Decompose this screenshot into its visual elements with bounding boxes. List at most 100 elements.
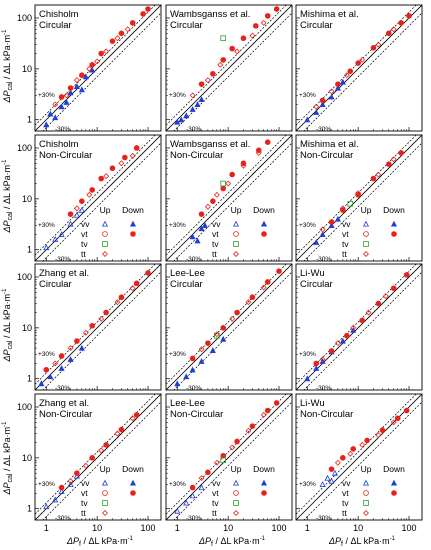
data-point — [129, 20, 136, 26]
data-point — [210, 70, 216, 77]
data-point — [232, 479, 240, 486]
data-point — [86, 191, 93, 198]
y-tick-label: 1 — [27, 115, 32, 125]
data-point — [183, 373, 190, 380]
data-point — [220, 335, 227, 342]
plus-30-line — [296, 394, 417, 515]
data-point — [98, 447, 105, 454]
data-point — [365, 309, 372, 316]
minus-30-label: -30% — [55, 256, 70, 263]
data-point — [63, 99, 70, 105]
data-point — [334, 340, 341, 347]
x-tick-label: 1 — [44, 523, 49, 533]
data-point — [98, 50, 104, 57]
data-point — [394, 415, 401, 422]
data-point — [140, 11, 146, 17]
scatter-panel: +30% -30% Mishima et al.Circular — [295, 4, 423, 133]
legend-row-label: tt — [81, 508, 86, 518]
legend-row-label: vt — [212, 229, 219, 239]
data-point — [43, 244, 50, 251]
data-point — [201, 222, 209, 229]
legend-row-label: vv — [212, 478, 221, 488]
data-point — [264, 13, 271, 19]
data-point — [204, 203, 211, 210]
data-point — [328, 466, 335, 472]
data-point — [67, 356, 74, 362]
panels-grid: 110100+30%-30%ChisholmCircular+30%-30%Wa… — [17, 4, 423, 533]
data-point — [130, 231, 136, 237]
data-point — [101, 220, 109, 227]
data-point — [234, 438, 240, 445]
parity-line — [35, 135, 161, 261]
svg-text:ΔPcal / ΔL kPa·m-1: ΔPcal / ΔL kPa·m-1 — [2, 288, 14, 363]
data-point — [347, 450, 354, 457]
panel-title: Wambsganss et al. — [170, 139, 250, 150]
data-point — [319, 226, 326, 233]
data-point — [204, 77, 211, 84]
data-point — [194, 101, 201, 107]
data-point — [355, 190, 362, 197]
data-point — [255, 149, 262, 156]
plus-30-label: +30% — [38, 481, 55, 488]
data-point — [339, 205, 346, 212]
svg-text:ΔPcal / ΔL kPa·m-1: ΔPcal / ΔL kPa·m-1 — [2, 421, 14, 496]
minus-30-line — [173, 142, 292, 261]
minus-30-label: -30% — [55, 385, 70, 392]
data-point — [340, 455, 346, 461]
data-point — [67, 85, 74, 91]
x-tick-label: 100 — [271, 523, 286, 533]
minus-30-line — [173, 401, 292, 520]
data-point — [339, 78, 346, 85]
minus-30-line — [42, 271, 161, 390]
data-point — [375, 171, 382, 178]
data-point — [276, 268, 282, 274]
data-point — [233, 500, 239, 506]
data-point — [129, 220, 137, 227]
data-point — [350, 446, 357, 452]
plot-area — [296, 5, 422, 131]
legend-header-down: Down — [122, 205, 144, 215]
legend-header-up: Up — [361, 205, 372, 215]
data-point — [350, 324, 357, 331]
data-point — [240, 35, 247, 42]
legend-row-label: vt — [212, 488, 219, 498]
parity-line — [35, 264, 161, 390]
data-point — [189, 106, 196, 112]
data-point — [79, 72, 85, 79]
data-point — [375, 300, 382, 307]
data-point — [390, 220, 398, 227]
data-point — [47, 373, 54, 380]
data-point — [67, 220, 74, 227]
data-point — [198, 358, 205, 364]
data-point — [78, 86, 85, 93]
data-point — [229, 45, 235, 52]
y-axis-title: ΔPcal / ΔL kPa·m-1 — [2, 159, 14, 234]
plus-30-line — [35, 394, 156, 515]
data-point — [233, 510, 239, 516]
legend-header-down: Down — [383, 205, 405, 215]
panel-subtitle: Circular — [300, 279, 333, 290]
data-point — [313, 109, 320, 115]
data-point — [109, 38, 116, 44]
x-tick-label: 10 — [223, 523, 233, 533]
data-point — [103, 48, 110, 55]
data-point — [122, 154, 128, 161]
panel-subtitle: Non-Circular — [39, 409, 92, 420]
data-point — [334, 459, 341, 466]
plus-30-line — [166, 394, 287, 515]
data-point — [174, 380, 181, 387]
legend-header-up: Up — [231, 205, 242, 215]
data-point — [260, 479, 268, 486]
data-point — [178, 116, 185, 123]
data-point — [103, 442, 109, 448]
legend-row-label: tt — [212, 508, 217, 518]
legend-row-label: tt — [212, 249, 217, 259]
plus-30-label: +30% — [299, 92, 316, 99]
panel-subtitle: Circular — [39, 20, 72, 31]
data-point — [390, 26, 397, 33]
y-tick-label: 10 — [22, 453, 32, 463]
data-point — [390, 419, 397, 426]
